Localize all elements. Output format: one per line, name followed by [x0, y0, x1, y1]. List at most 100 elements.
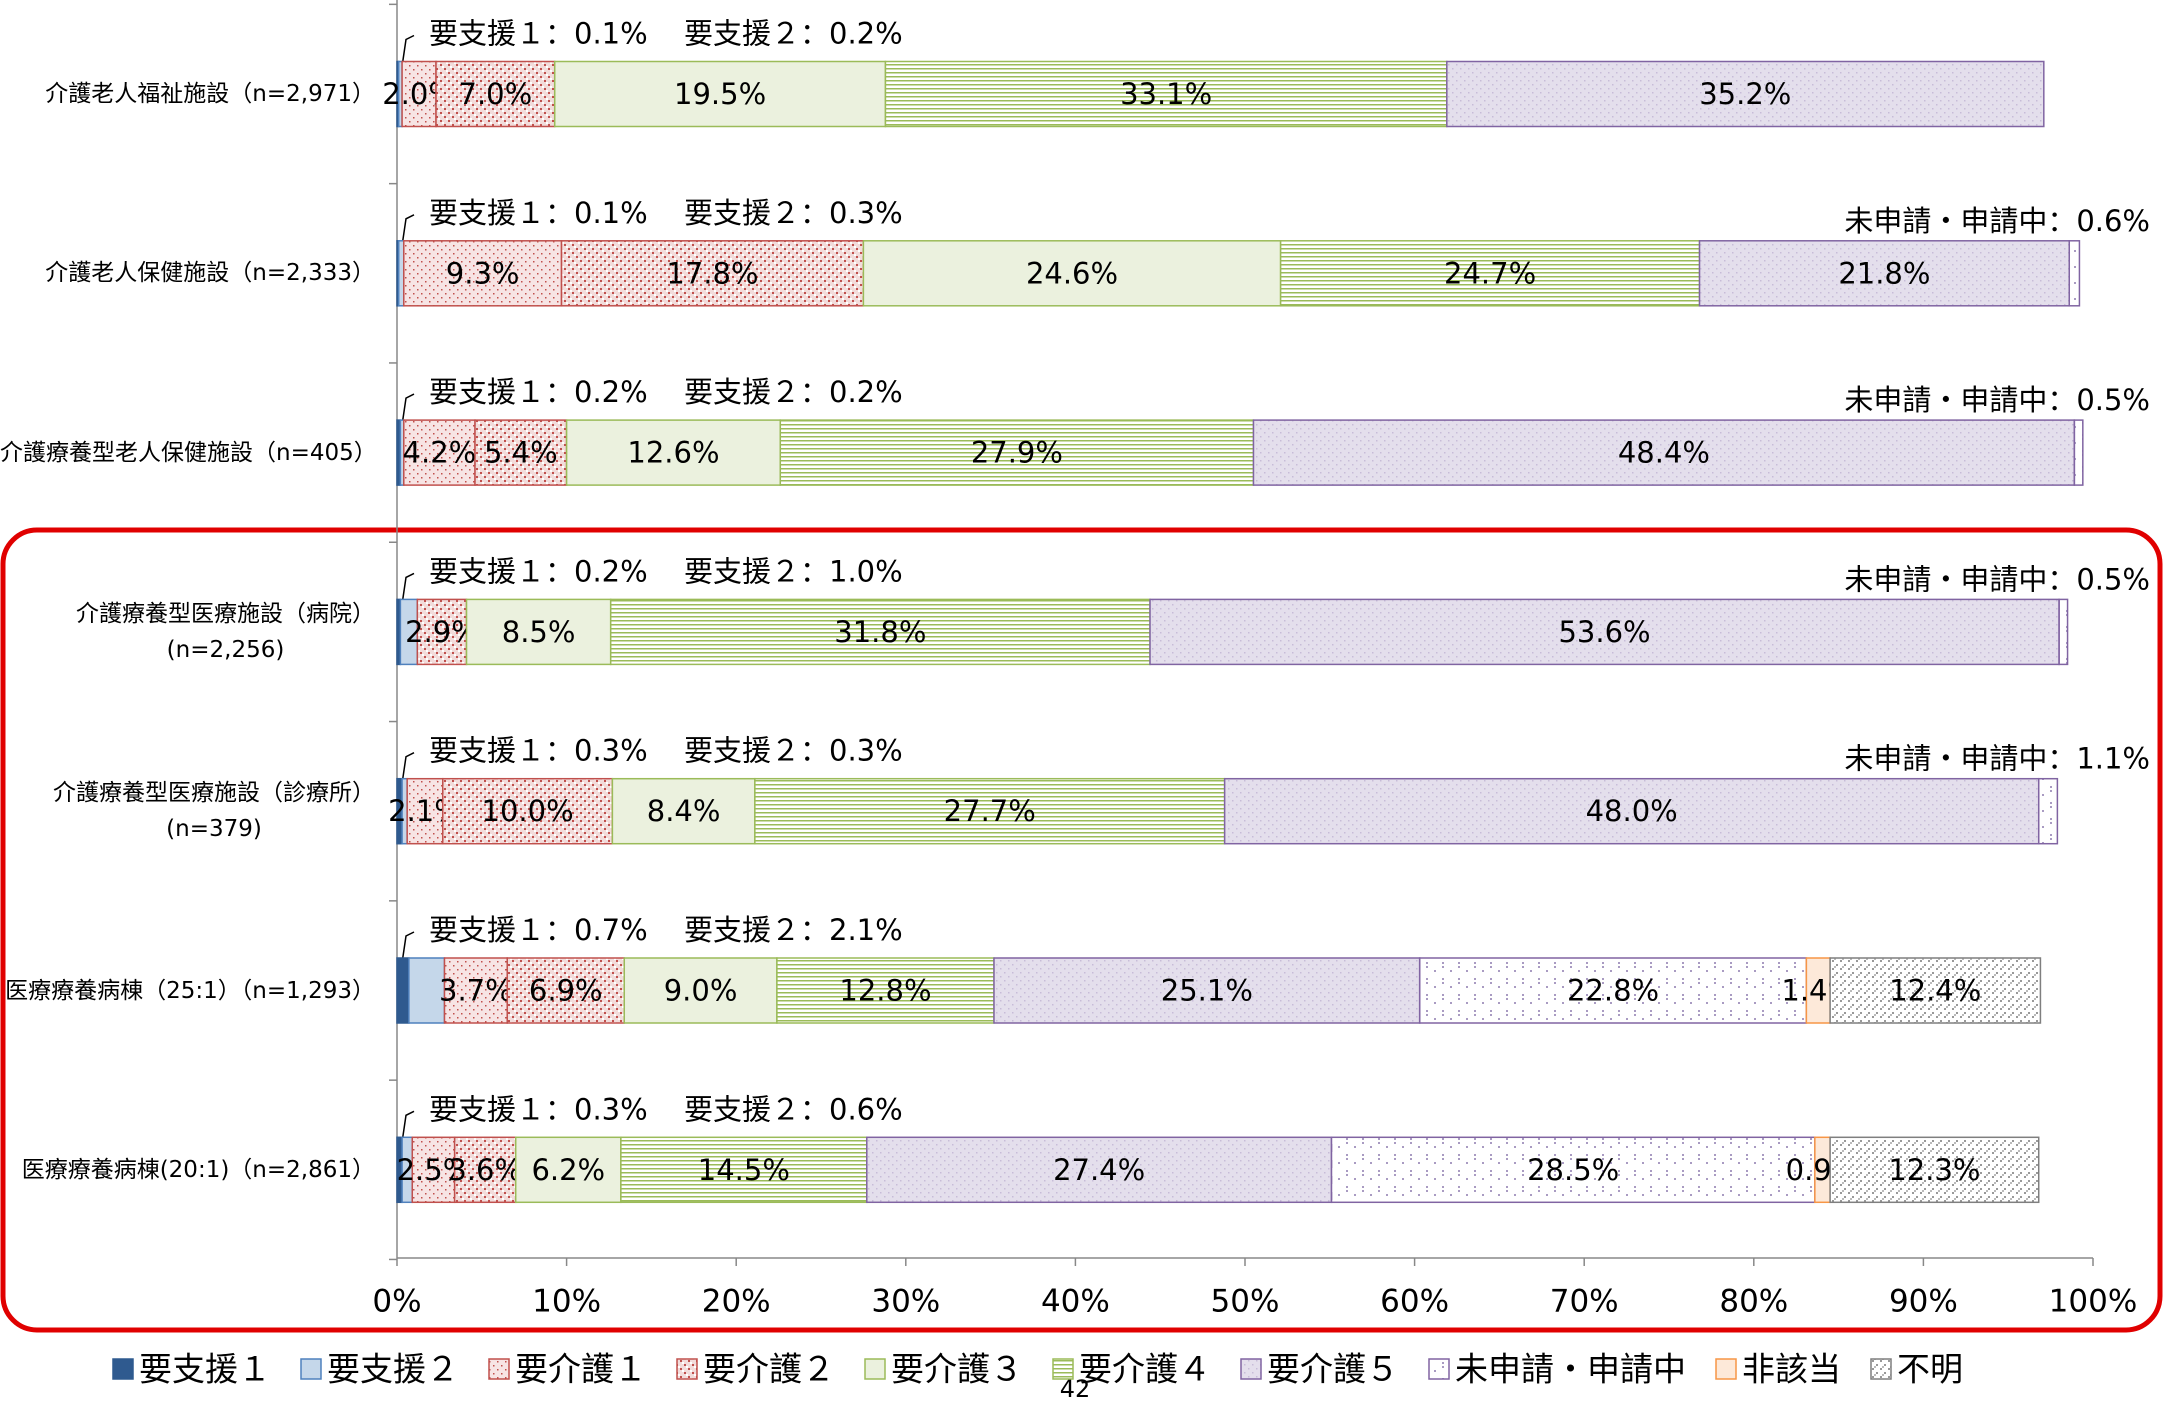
legend-label: 不明: [1897, 1350, 1963, 1389]
data-label: 10.0%: [482, 794, 574, 828]
bar-segment: [884, 60, 1448, 128]
legend-label: 要介護４: [1079, 1350, 1211, 1389]
bar-segment: [453, 1136, 517, 1204]
bar-segment: [1698, 240, 2071, 307]
bar-segment: [403, 240, 563, 307]
bar-segment: [514, 1136, 622, 1204]
data-label: 24.6%: [1026, 256, 1118, 290]
x-tick-label: 80%: [1719, 1284, 1788, 1320]
x-tick-label: 20%: [702, 1284, 771, 1320]
data-label: 7.0%: [459, 77, 533, 111]
legend-swatch: [1428, 1358, 1450, 1380]
bar-segment: [474, 419, 568, 486]
data-label: 要支援２：1.0%: [684, 554, 903, 588]
bar-segment: [779, 419, 1255, 486]
bar-segment: [2068, 240, 2081, 307]
x-tick-label: 60%: [1380, 1284, 1449, 1320]
category-label: 介護療養型老人保健施設（n=405）: [0, 439, 377, 466]
bar-segment: [2073, 419, 2084, 486]
legend-swatch: [112, 1358, 134, 1380]
bar-segment: [565, 419, 782, 486]
bar-segment: [1829, 957, 2042, 1024]
data-label: 9.0%: [664, 974, 738, 1008]
bar-segment: [1252, 419, 2076, 486]
legend-label: 未申請・申請中: [1455, 1350, 1686, 1389]
data-label: 12.6%: [627, 436, 719, 470]
bar-segment: [866, 1136, 1333, 1204]
bar-segment: [623, 957, 778, 1024]
data-label: 24.7%: [1444, 256, 1536, 290]
bar-segment: [2058, 598, 2069, 666]
legend-swatch: [864, 1358, 886, 1380]
bar-segment: [862, 240, 1282, 307]
legend-label: 要介護１: [515, 1350, 647, 1389]
bar-segment: [435, 60, 556, 128]
data-label: 要支援１：0.3%: [429, 1092, 648, 1126]
bar-segment: [1829, 1136, 2040, 1204]
category-label: 介護療養型医療施設（病院） (n=2,256): [76, 600, 375, 663]
data-label: 6.9%: [529, 974, 603, 1008]
bar-segment: [416, 598, 468, 666]
category-label: 介護老人福祉施設（n=2,971）: [45, 81, 375, 107]
category-label: 介護療養型医療施設（診療所） (n=379): [53, 780, 375, 843]
data-label: 8.4%: [647, 794, 721, 828]
data-label: 要支援１：0.1%: [429, 196, 648, 230]
legend-label: 要介護２: [703, 1350, 835, 1389]
bar-segment: [465, 598, 612, 666]
highlight-frame: [0, 527, 2163, 1333]
bar-segment: [754, 777, 1226, 845]
data-label: 12.4%: [1889, 974, 1981, 1008]
bar-segment: [1330, 1136, 1816, 1204]
legend-label: 要介護３: [891, 1350, 1023, 1389]
data-label: 要支援１：0.2%: [429, 554, 648, 588]
bar-segment: [2037, 777, 2059, 845]
data-label: 22.8%: [1567, 974, 1659, 1008]
data-label: 要支援１：0.7%: [429, 913, 648, 947]
bar-segment: [1149, 598, 2060, 666]
data-label: 17.8%: [666, 256, 758, 290]
bar-segment: [408, 957, 446, 1024]
data-label: 要支援１：0.3%: [429, 734, 648, 768]
data-label: 31.8%: [834, 615, 926, 649]
data-label: 要支援２：0.2%: [684, 375, 903, 409]
x-tick-label: 70%: [1550, 1284, 1619, 1320]
x-tick-label: 0%: [372, 1284, 421, 1320]
data-label: 27.9%: [971, 436, 1063, 470]
data-label: 未申請・申請中：0.6%: [1844, 204, 2150, 238]
data-label: 3.7%: [439, 974, 513, 1008]
data-label: 4.2%: [403, 436, 477, 470]
bar-segment: [411, 1136, 456, 1204]
x-tick-label: 30%: [871, 1284, 940, 1320]
data-label: 9.3%: [446, 256, 520, 290]
bar-segment: [401, 60, 437, 128]
bar-segment: [1418, 957, 1808, 1024]
data-label: 21.8%: [1838, 256, 1930, 290]
data-label: 12.3%: [1888, 1153, 1980, 1187]
data-label: 要支援１：0.2%: [429, 375, 648, 409]
category-label: 医療療養病棟（25:1）（n=1,293）: [5, 977, 375, 1004]
bar-segment: [1279, 240, 1701, 307]
data-label: 25.1%: [1161, 974, 1253, 1008]
data-label: 要支援２：0.3%: [684, 734, 903, 768]
legend-label: 非該当: [1742, 1350, 1841, 1389]
data-label: 12.8%: [839, 974, 931, 1008]
legend-swatch: [1715, 1358, 1737, 1380]
x-tick-label: 40%: [1041, 1284, 1110, 1320]
bar-segment: [609, 598, 1151, 666]
x-tick-label: 50%: [1211, 1284, 1280, 1320]
data-label: 要支援２：0.6%: [684, 1092, 903, 1126]
bar-segment: [776, 957, 995, 1024]
legend-swatch: [1870, 1358, 1892, 1380]
x-tick-label: 100%: [2049, 1284, 2138, 1320]
legend-swatch: [1052, 1358, 1074, 1380]
bar-segment: [1446, 60, 2045, 128]
data-label: 19.5%: [674, 77, 766, 111]
legend-swatch: [488, 1358, 510, 1380]
data-label: 未申請・申請中：0.5%: [1844, 383, 2150, 417]
data-label: 48.0%: [1586, 794, 1678, 828]
data-label: 28.5%: [1527, 1153, 1619, 1187]
data-label: 48.4%: [1618, 436, 1710, 470]
bar-segment: [397, 240, 405, 307]
